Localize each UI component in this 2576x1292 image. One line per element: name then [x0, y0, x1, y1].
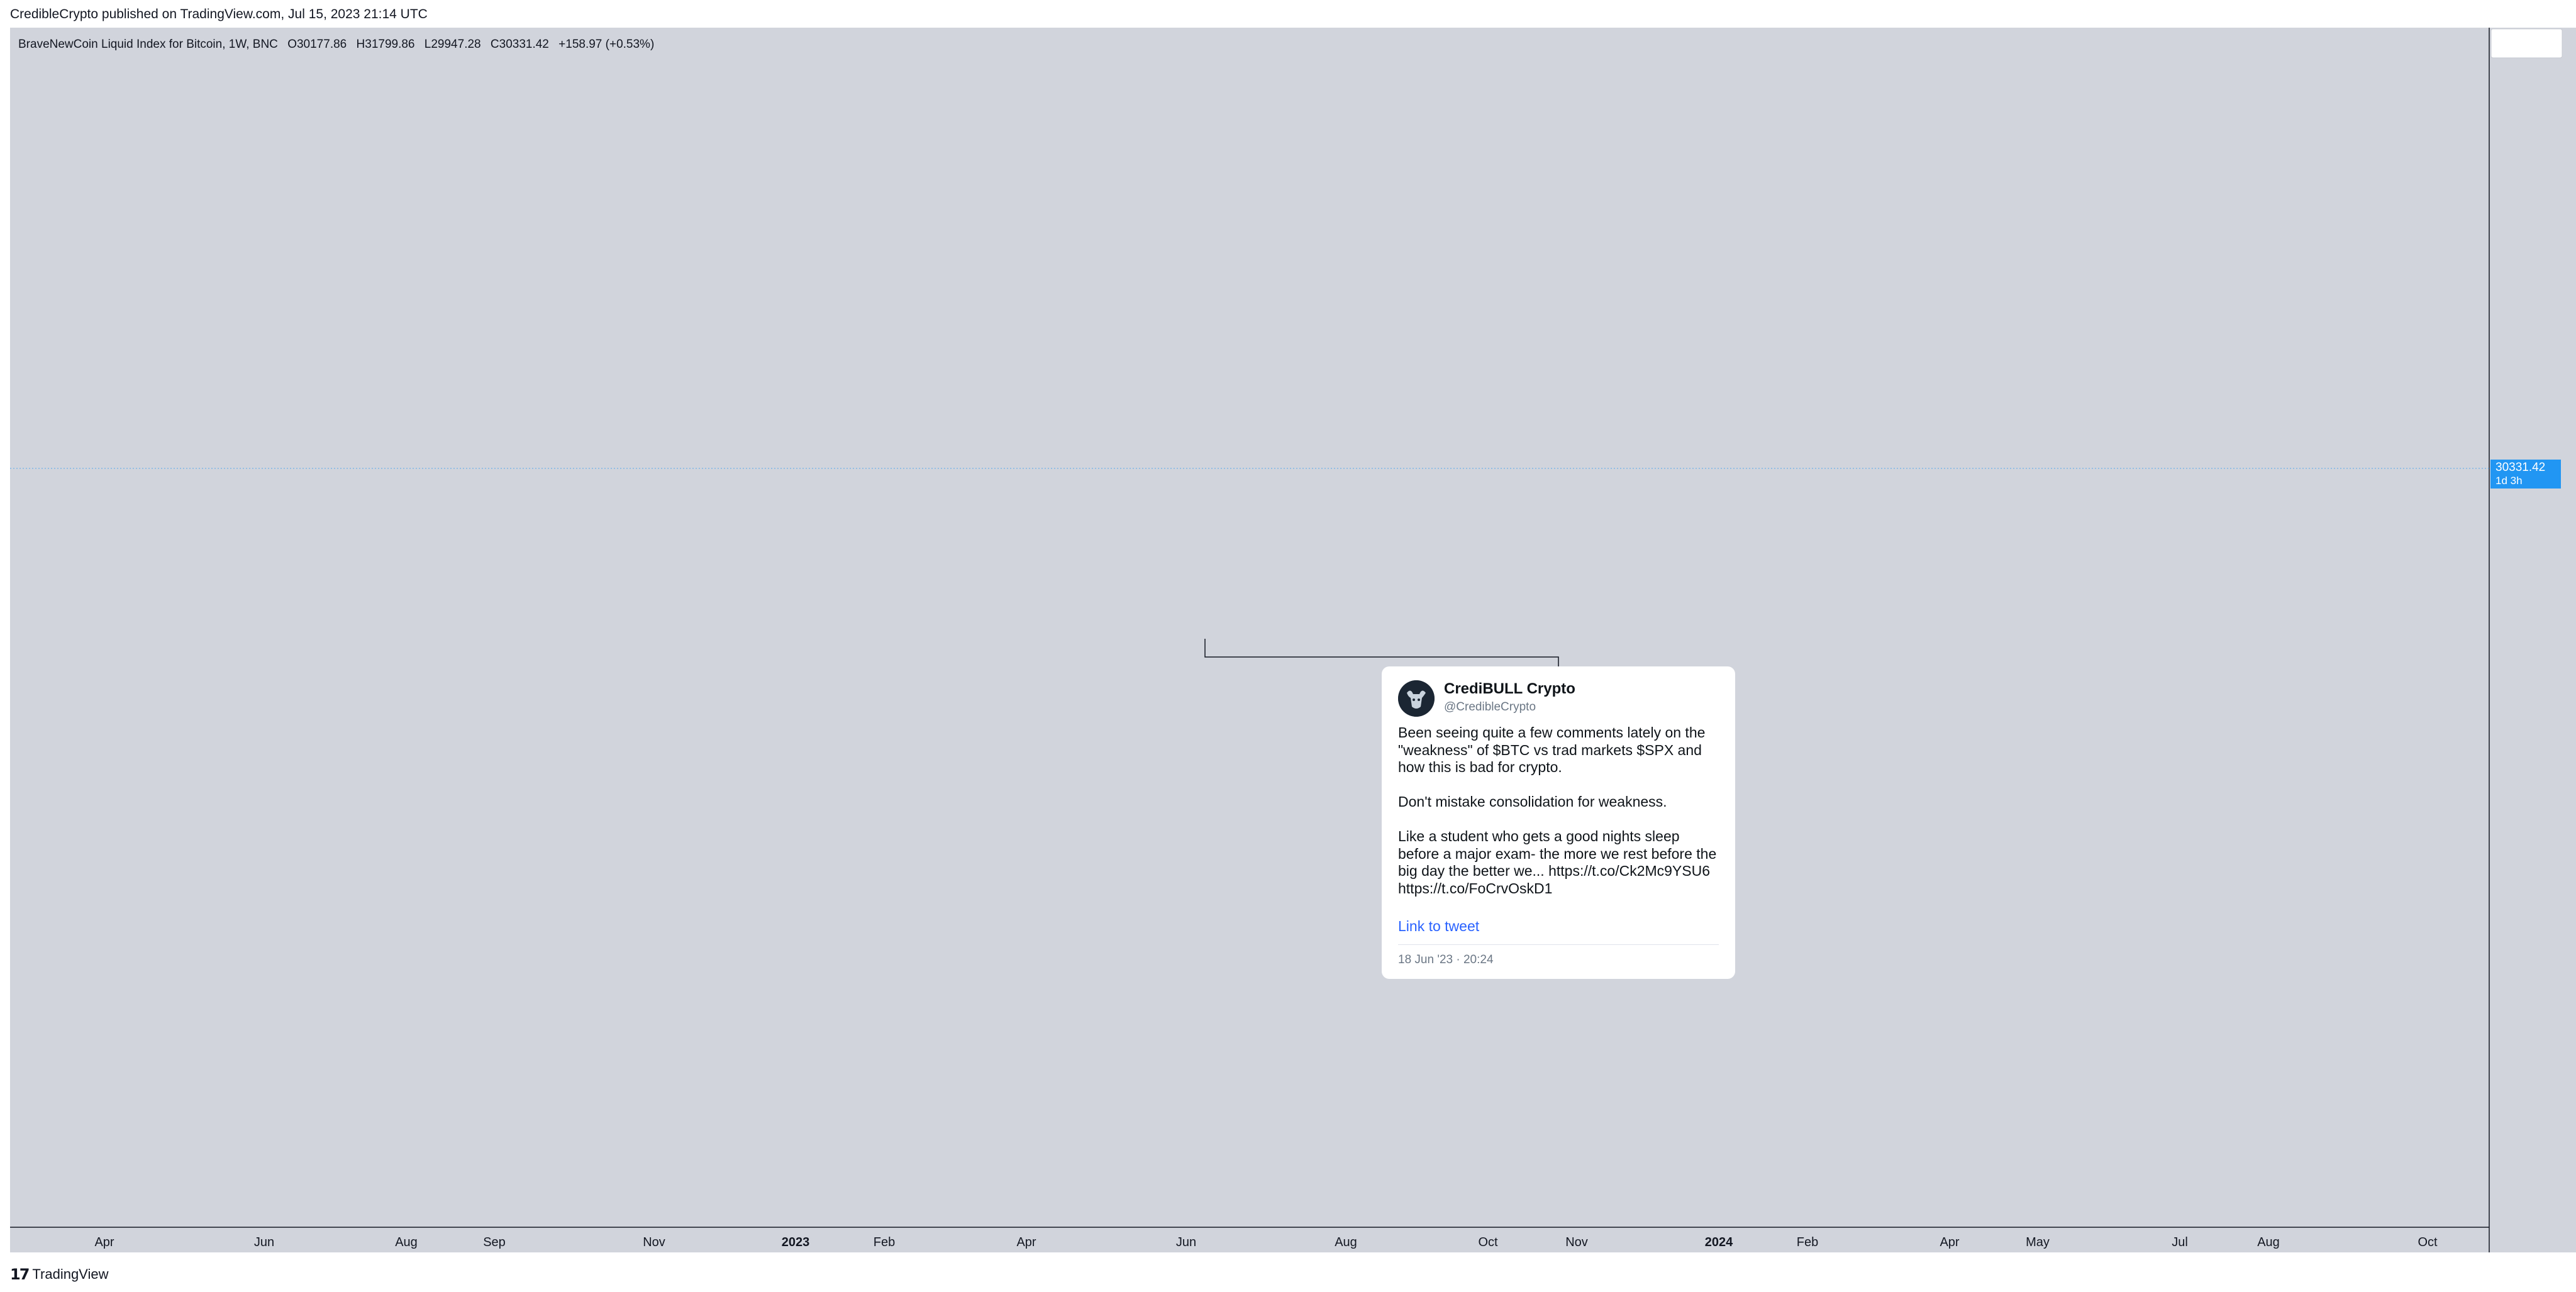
legend-open-value: 30177.86	[296, 38, 347, 51]
price-axis[interactable]	[2489, 28, 2576, 1252]
time-tick-label: May	[2026, 1235, 2050, 1249]
plot-area[interactable]	[10, 28, 2489, 1252]
time-tick-label: Oct	[2418, 1235, 2438, 1249]
axis-top-box	[2490, 28, 2563, 58]
time-tick-label: 2024	[1705, 1235, 1733, 1249]
time-tick-label: Jun	[1176, 1235, 1196, 1249]
publish-bar: CredibleCrypto published on TradingView.…	[0, 0, 2576, 28]
tweet-author-name: CrediBULL Crypto	[1444, 680, 1575, 697]
time-axis-labels: Apr Jun Aug Sep Nov 2023 Feb Apr Jun Aug Oct Nov 202…	[94, 1235, 2438, 1249]
time-tick-label: Apr	[1940, 1235, 1959, 1249]
time-tick-label: Jul	[2172, 1235, 2188, 1249]
time-tick-label: Feb	[874, 1235, 895, 1249]
legend-change: +158.97 (+0.53%)	[558, 38, 655, 51]
time-tick-label: Nov	[1565, 1235, 1588, 1249]
tweet-date: 18 Jun '23 · 20:24	[1398, 953, 1494, 966]
time-tick-label: Sep	[483, 1235, 506, 1249]
time-tick-label: 2023	[782, 1235, 810, 1249]
tweet-card[interactable]: CrediBULL Crypto @CredibleCrypto Been se…	[1382, 666, 1735, 979]
legend-symbol: BraveNewCoin Liquid Index for Bitcoin, 1…	[18, 38, 278, 51]
legend-high-label: H	[356, 38, 365, 51]
tradingview-wordmark: TradingView	[32, 1266, 109, 1282]
time-tick-label: Jun	[254, 1235, 274, 1249]
time-tick-label: Feb	[1797, 1235, 1818, 1249]
legend-high-value: 31799.86	[365, 38, 415, 51]
time-tick-label: Aug	[2257, 1235, 2280, 1249]
ohlc-legend: BraveNewCoin Liquid Index for Bitcoin, 1…	[18, 38, 654, 52]
tweet-link[interactable]: Link to tweet	[1398, 918, 1480, 934]
tweet-text: Been seeing quite a few comments lately …	[1398, 724, 1717, 897]
tweet-connector-line	[1204, 639, 1559, 666]
time-tick-label: Aug	[395, 1235, 418, 1249]
tradingview-logo-icon: 17	[10, 1266, 30, 1283]
time-tick-label: Apr	[1016, 1235, 1036, 1249]
legend-low-value: 29947.28	[431, 38, 481, 51]
time-tick-label: Apr	[94, 1235, 114, 1249]
tweet-divider	[1398, 944, 1719, 945]
last-price-value: 30331.42	[2496, 461, 2546, 474]
tweet-author-handle: @CredibleCrypto	[1444, 700, 1536, 714]
avatar-bull-icon	[1398, 680, 1435, 717]
tradingview-logo[interactable]: 17 TradingView	[10, 1266, 108, 1284]
legend-open-label: O	[287, 38, 297, 51]
time-tick-label: Aug	[1335, 1235, 1357, 1249]
legend-low-label: L	[424, 38, 431, 51]
time-tick-label: Nov	[643, 1235, 665, 1249]
legend-close-value: 30331.42	[499, 38, 549, 51]
time-tick-label: Oct	[1478, 1235, 1498, 1249]
last-price-badge: 30331.42 1d 3h	[2490, 460, 2561, 489]
bar-countdown: 1d 3h	[2496, 475, 2523, 487]
legend-close-label: C	[490, 38, 499, 51]
publish-line: CredibleCrypto published on TradingView.…	[10, 7, 428, 21]
